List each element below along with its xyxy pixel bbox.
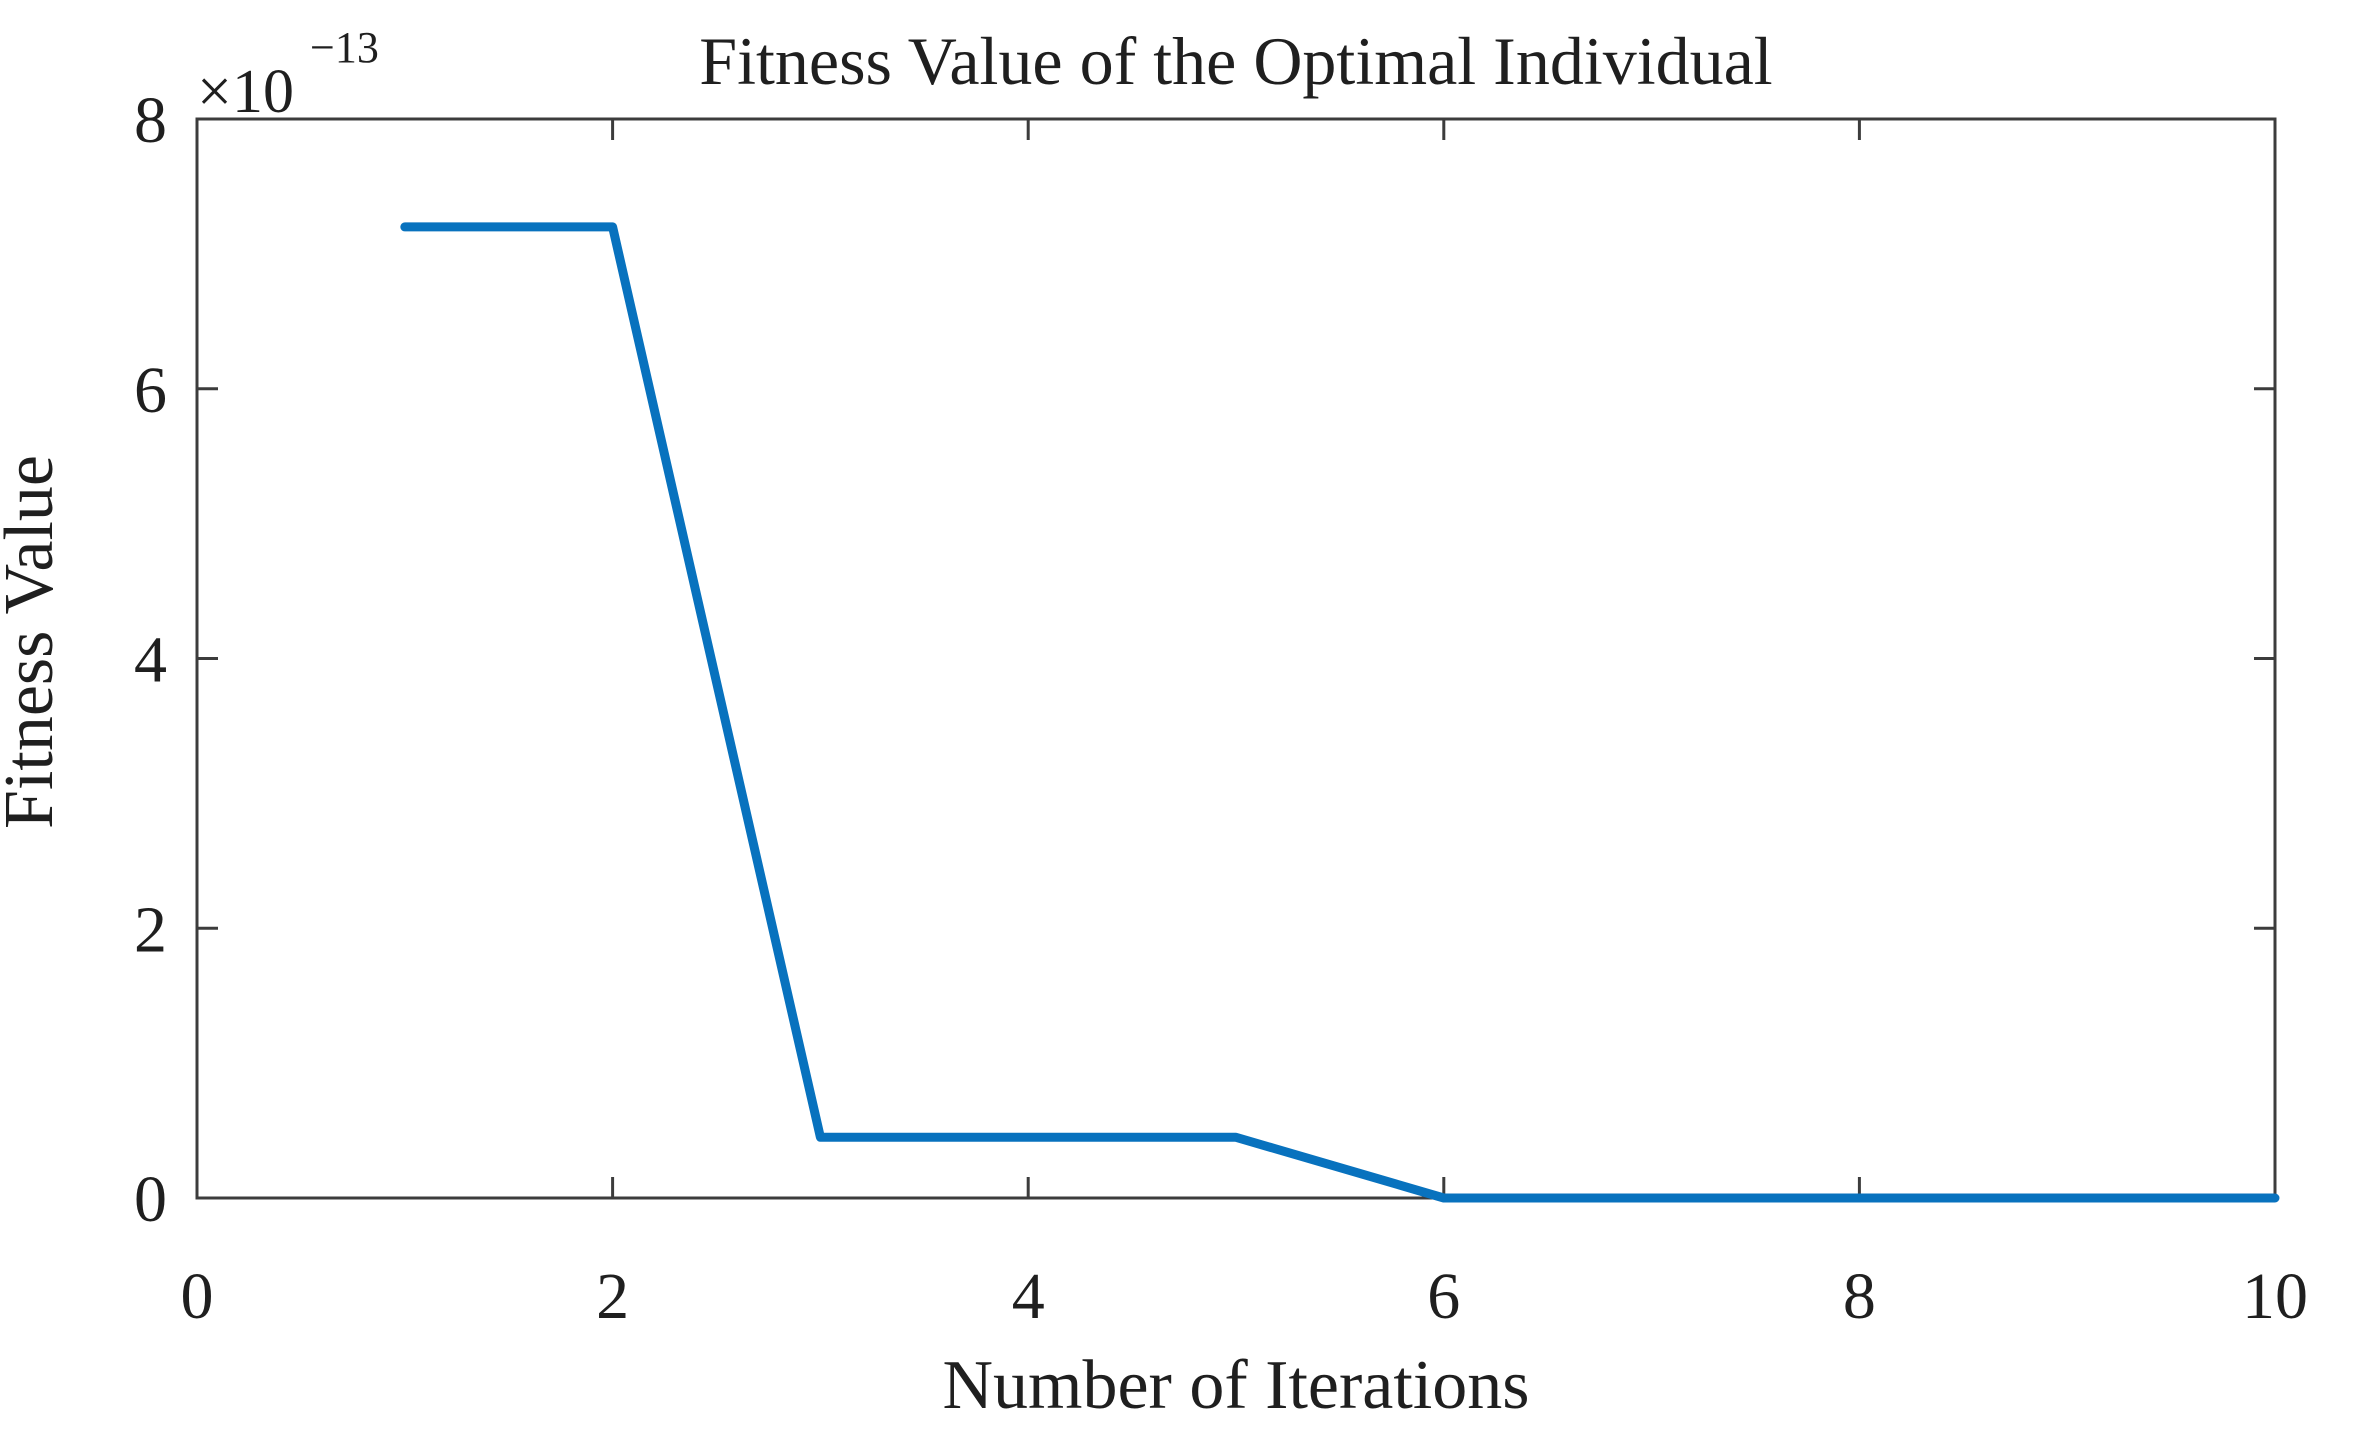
y-axis-label: Fitness Value bbox=[0, 455, 68, 829]
x-tick-label: 2 bbox=[596, 1260, 629, 1333]
y-tick-label: 0 bbox=[134, 1163, 167, 1236]
x-tick-label: 8 bbox=[1843, 1260, 1876, 1333]
tick-labels: 0 2 4 6 8 10 0 2 4 6 8 bbox=[134, 84, 2308, 1333]
y-axis-multiplier-exponent: −13 bbox=[310, 23, 379, 72]
chart-title: Fitness Value of the Optimal Individual bbox=[699, 23, 1772, 99]
x-tick-label: 6 bbox=[1427, 1260, 1460, 1333]
y-tick-label: 6 bbox=[134, 354, 167, 427]
tick-marks bbox=[195, 117, 2277, 1200]
x-tick-label: 4 bbox=[1012, 1260, 1045, 1333]
y-tick-label: 8 bbox=[134, 84, 167, 157]
y-axis-multiplier: ×10 bbox=[197, 58, 294, 126]
plot-box bbox=[195, 117, 2277, 1200]
x-tick-label: 10 bbox=[2242, 1260, 2308, 1333]
y-tick-label: 4 bbox=[134, 624, 167, 697]
x-axis-label: Number of Iterations bbox=[942, 1347, 1529, 1424]
data-line bbox=[400, 222, 2280, 1203]
y-tick-label: 2 bbox=[134, 893, 167, 966]
x-tick-label: 0 bbox=[181, 1260, 214, 1333]
